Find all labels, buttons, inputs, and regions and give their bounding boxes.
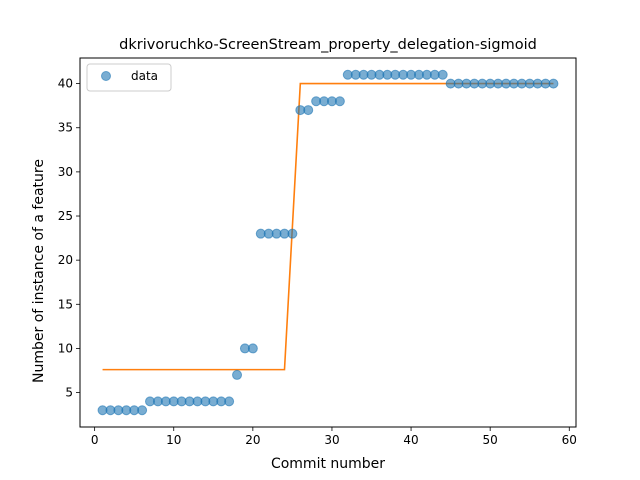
data-point — [334, 96, 345, 107]
x-tick-label: 20 — [245, 433, 260, 447]
data-point — [232, 369, 243, 380]
x-tick-label: 30 — [324, 433, 339, 447]
data-points-layer — [97, 69, 559, 416]
data-point — [303, 105, 314, 116]
y-axis-label: Number of instance of a feature — [31, 159, 47, 383]
y-tick-label: 5 — [65, 386, 73, 400]
data-point — [224, 396, 235, 407]
chart-title: dkrivoruchko-ScreenStream_property_deleg… — [119, 37, 537, 53]
y-tick-label: 35 — [58, 121, 73, 135]
y-tick-label: 15 — [58, 297, 73, 311]
plot-area — [79, 57, 577, 428]
legend-box — [86, 63, 172, 92]
y-tick-label: 20 — [58, 253, 73, 267]
x-axis-ticks: 0 10 20 30 40 50 60 — [91, 427, 577, 447]
y-tick-label: 25 — [58, 209, 73, 223]
axes-frame — [79, 57, 577, 428]
x-tick-label: 0 — [91, 433, 99, 447]
legend: data — [86, 63, 172, 92]
data-point — [287, 228, 298, 239]
x-tick-label: 50 — [483, 433, 498, 447]
data-point — [137, 405, 148, 416]
legend-label-data: data — [131, 69, 158, 83]
data-point — [548, 78, 559, 89]
fit-line — [102, 82, 554, 371]
y-tick-label: 40 — [58, 77, 73, 91]
legend-marker-data — [101, 71, 111, 81]
y-tick-label: 30 — [58, 165, 73, 179]
fit-line-layer — [102, 82, 554, 371]
y-axis-ticks: 5 10 15 20 25 30 35 40 — [58, 77, 80, 400]
x-axis-label: Commit number — [271, 456, 385, 472]
x-tick-label: 40 — [403, 433, 418, 447]
data-point — [437, 69, 448, 80]
x-tick-label: 60 — [562, 433, 577, 447]
data-point — [247, 343, 258, 354]
y-tick-label: 10 — [58, 341, 73, 355]
x-tick-label: 10 — [166, 433, 181, 447]
